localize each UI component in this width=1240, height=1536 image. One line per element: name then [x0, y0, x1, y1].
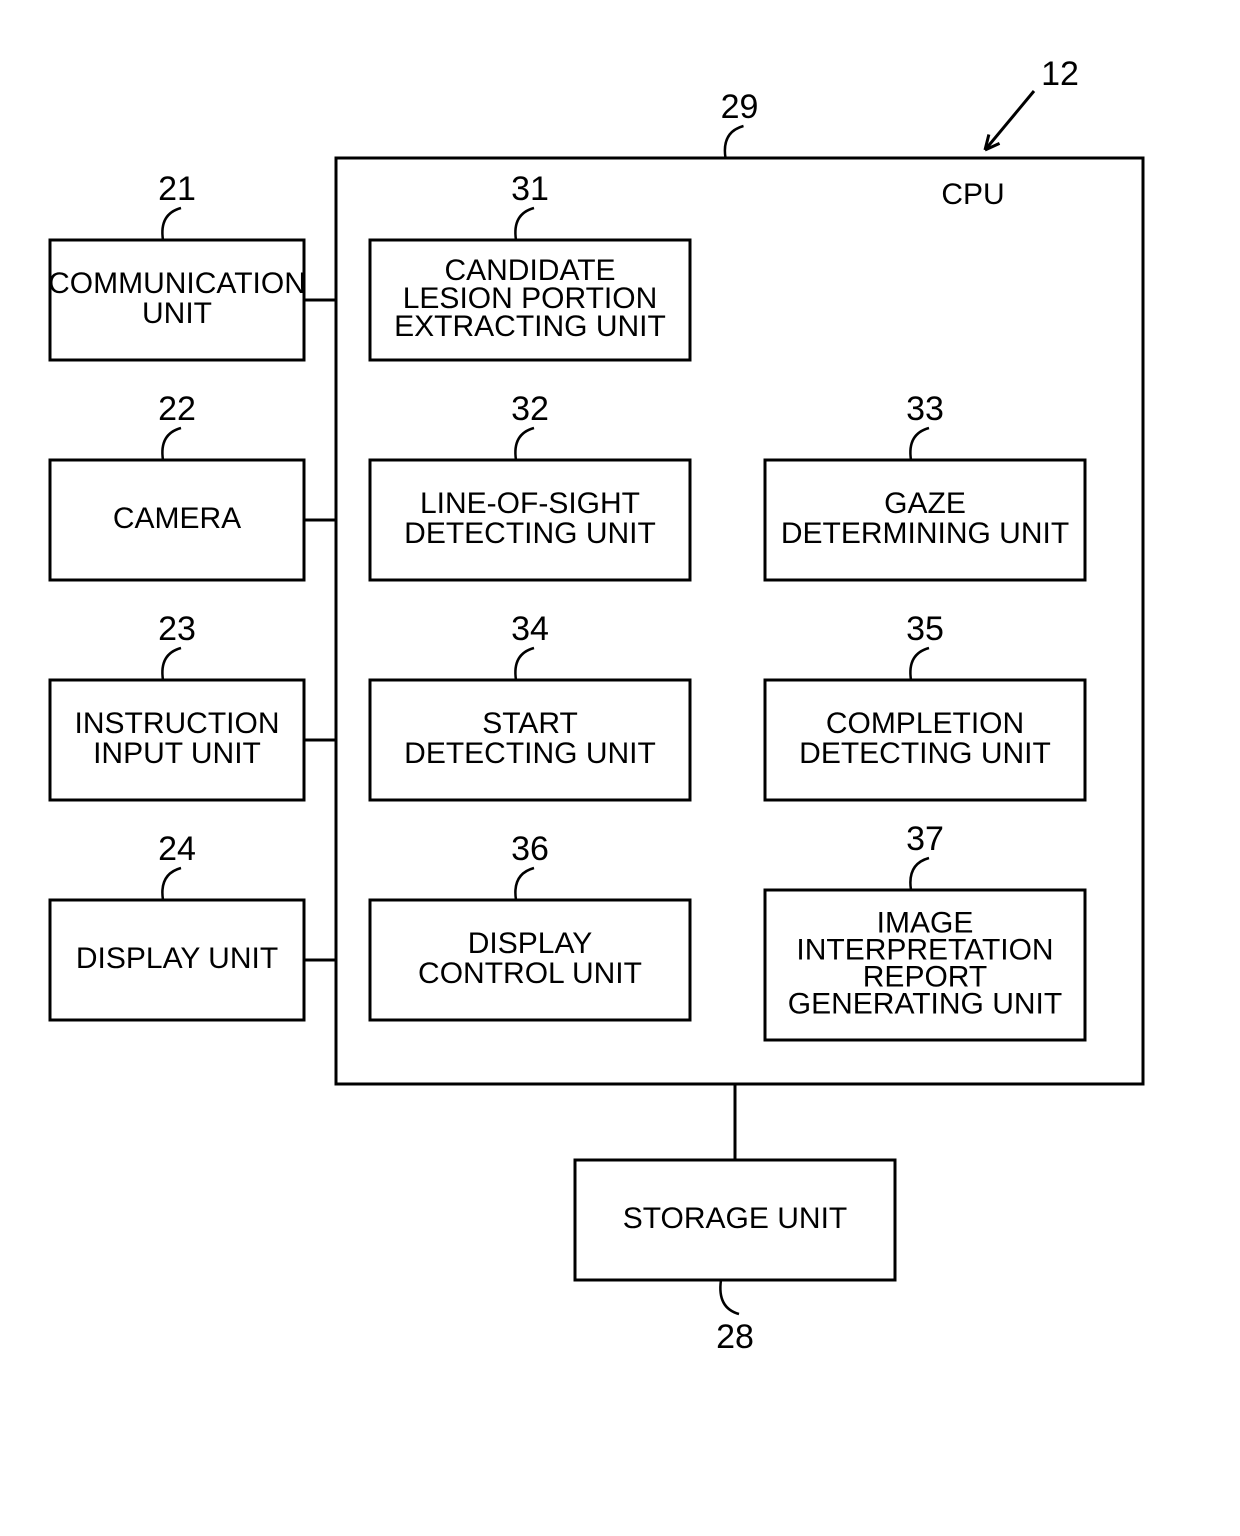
svg-text:CAMERA: CAMERA — [113, 502, 241, 535]
svg-text:EXTRACTING UNIT: EXTRACTING UNIT — [394, 310, 666, 343]
svg-text:CONTROL UNIT: CONTROL UNIT — [418, 957, 642, 990]
svg-text:33: 33 — [906, 390, 944, 428]
svg-text:STORAGE UNIT: STORAGE UNIT — [623, 1202, 847, 1235]
svg-text:GAZE: GAZE — [884, 487, 966, 520]
svg-text:DETECTING UNIT: DETECTING UNIT — [404, 517, 656, 550]
svg-text:DETERMINING UNIT: DETERMINING UNIT — [781, 517, 1069, 550]
svg-text:28: 28 — [716, 1318, 754, 1356]
svg-text:32: 32 — [511, 390, 549, 428]
svg-text:36: 36 — [511, 830, 549, 868]
svg-text:22: 22 — [158, 390, 196, 428]
svg-text:29: 29 — [721, 88, 759, 126]
svg-text:34: 34 — [511, 610, 549, 648]
svg-text:UNIT: UNIT — [142, 297, 212, 330]
svg-text:DISPLAY: DISPLAY — [468, 927, 593, 960]
svg-text:DETECTING UNIT: DETECTING UNIT — [799, 737, 1051, 770]
svg-text:INSTRUCTION: INSTRUCTION — [75, 707, 280, 740]
svg-text:DISPLAY UNIT: DISPLAY UNIT — [76, 942, 278, 975]
svg-text:LINE-OF-SIGHT: LINE-OF-SIGHT — [420, 487, 640, 520]
svg-text:23: 23 — [158, 610, 196, 648]
svg-text:START: START — [482, 707, 578, 740]
svg-text:31: 31 — [511, 170, 549, 208]
svg-text:COMPLETION: COMPLETION — [826, 707, 1024, 740]
svg-text:INPUT UNIT: INPUT UNIT — [93, 737, 261, 770]
svg-text:GENERATING UNIT: GENERATING UNIT — [788, 987, 1062, 1020]
svg-text:COMMUNICATION: COMMUNICATION — [48, 267, 306, 300]
svg-text:12: 12 — [1041, 55, 1079, 93]
svg-text:DETECTING UNIT: DETECTING UNIT — [404, 737, 656, 770]
svg-text:CPU: CPU — [941, 178, 1004, 211]
svg-text:35: 35 — [906, 610, 944, 648]
svg-text:21: 21 — [158, 170, 196, 208]
block-diagram: 29 CPU 12 COMMUNICATIONUNIT 21 CAMERA 22 INSTRU… — [0, 0, 1240, 1536]
svg-text:24: 24 — [158, 830, 196, 868]
svg-text:37: 37 — [906, 820, 944, 858]
